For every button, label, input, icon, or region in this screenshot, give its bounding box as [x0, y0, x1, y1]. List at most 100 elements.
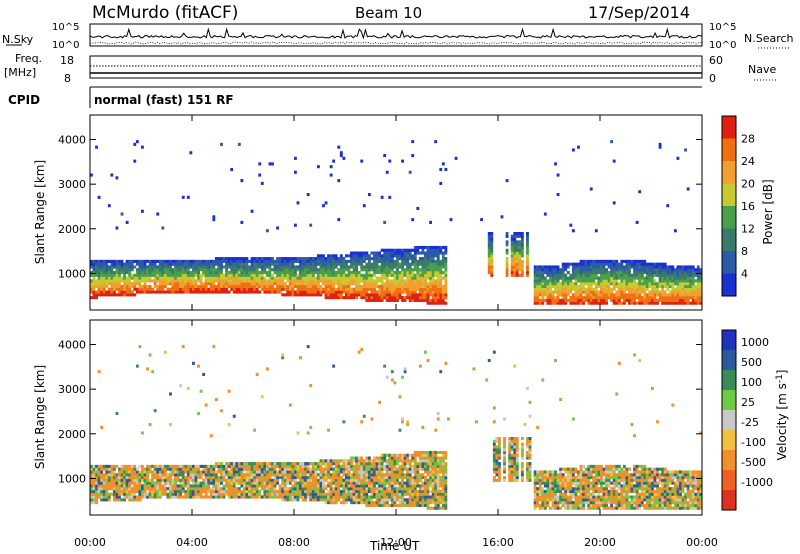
data-cell [125, 489, 129, 494]
data-cell [199, 476, 203, 480]
data-cell [543, 284, 547, 289]
data-cell [128, 464, 132, 468]
data-cell [128, 290, 132, 294]
data-cell [227, 481, 231, 485]
data-cell [171, 279, 175, 283]
data-cell [220, 489, 223, 494]
data-cell [505, 271, 509, 275]
data-cell [286, 273, 290, 277]
data-cell [612, 301, 616, 305]
data-cell [538, 279, 542, 283]
data-cell [299, 464, 302, 468]
data-cell [263, 484, 267, 488]
data-cell [186, 495, 190, 499]
data-cell [184, 279, 188, 283]
data-cell [411, 284, 415, 289]
data-cell [589, 284, 593, 289]
data-cell [276, 476, 279, 480]
data-cell [95, 296, 98, 300]
data-cell [265, 265, 269, 269]
data-cell [245, 481, 249, 485]
data-cell [375, 259, 379, 263]
data-cell [345, 473, 348, 477]
data-cell [589, 301, 593, 305]
data-cell [118, 273, 121, 277]
data-cell [207, 495, 211, 499]
data-cell [102, 489, 106, 494]
data-cell [248, 470, 251, 474]
data-cell [640, 298, 644, 302]
data-cell [240, 489, 244, 494]
data-cell [373, 262, 376, 266]
data-cell [334, 257, 338, 261]
data-cell [146, 476, 149, 480]
data-cell [258, 481, 262, 485]
data-cell [396, 293, 399, 297]
data-cell [411, 271, 415, 275]
data-cell [416, 492, 420, 496]
data-cell [130, 492, 134, 496]
data-cell [204, 290, 208, 294]
data-cell [699, 276, 703, 280]
data-cell [192, 271, 195, 275]
data-cell [148, 268, 152, 272]
data-cell [327, 492, 330, 496]
data-cell [207, 276, 211, 280]
data-cell [304, 473, 308, 477]
data-cell [378, 276, 381, 280]
data-cell [505, 265, 509, 269]
data-cell [487, 259, 491, 263]
data-cell [304, 489, 308, 494]
data-cell [309, 384, 313, 388]
data-cell [258, 276, 262, 280]
data-cell [615, 298, 619, 302]
data-cell [554, 301, 557, 305]
data-cell [421, 450, 425, 455]
data-cell [316, 268, 320, 272]
data-cell [232, 481, 236, 485]
data-cell [424, 254, 427, 258]
data-cell [579, 282, 583, 286]
data-cell [258, 265, 262, 269]
data-cell [362, 265, 366, 269]
data-cell [184, 467, 188, 471]
data-cell [345, 487, 348, 491]
data-cell [589, 268, 593, 272]
data-cell [574, 298, 578, 302]
data-cell [130, 498, 134, 502]
data-cell [380, 290, 384, 294]
data-cell [158, 276, 162, 280]
data-cell [148, 478, 152, 482]
data-cell [227, 484, 231, 488]
data-cell [635, 259, 639, 263]
data-cell [123, 489, 126, 494]
data-cell [396, 276, 399, 280]
data-cell [408, 489, 412, 494]
data-cell [633, 262, 636, 266]
data-cell [207, 489, 211, 494]
data-cell [505, 179, 509, 183]
data-cell [383, 501, 387, 505]
data-cell [388, 481, 392, 485]
data-cell [390, 290, 394, 294]
data-cell [92, 473, 96, 477]
data-cell [393, 293, 397, 297]
data-cell [332, 279, 336, 283]
data-cell [245, 262, 249, 266]
data-cell [176, 473, 180, 477]
data-cell [128, 492, 132, 496]
data-cell [225, 489, 228, 494]
data-cell [541, 298, 545, 302]
data-cell [248, 279, 251, 283]
data-cell [271, 290, 274, 294]
data-cell [281, 279, 285, 283]
data-cell [334, 271, 338, 275]
data-cell [436, 279, 440, 283]
data-cell [97, 290, 101, 294]
data-cell [151, 495, 155, 499]
data-cell [533, 265, 537, 269]
data-cell [689, 282, 693, 286]
data-cell [490, 259, 494, 263]
data-cell [556, 287, 560, 291]
data-cell [628, 279, 631, 283]
